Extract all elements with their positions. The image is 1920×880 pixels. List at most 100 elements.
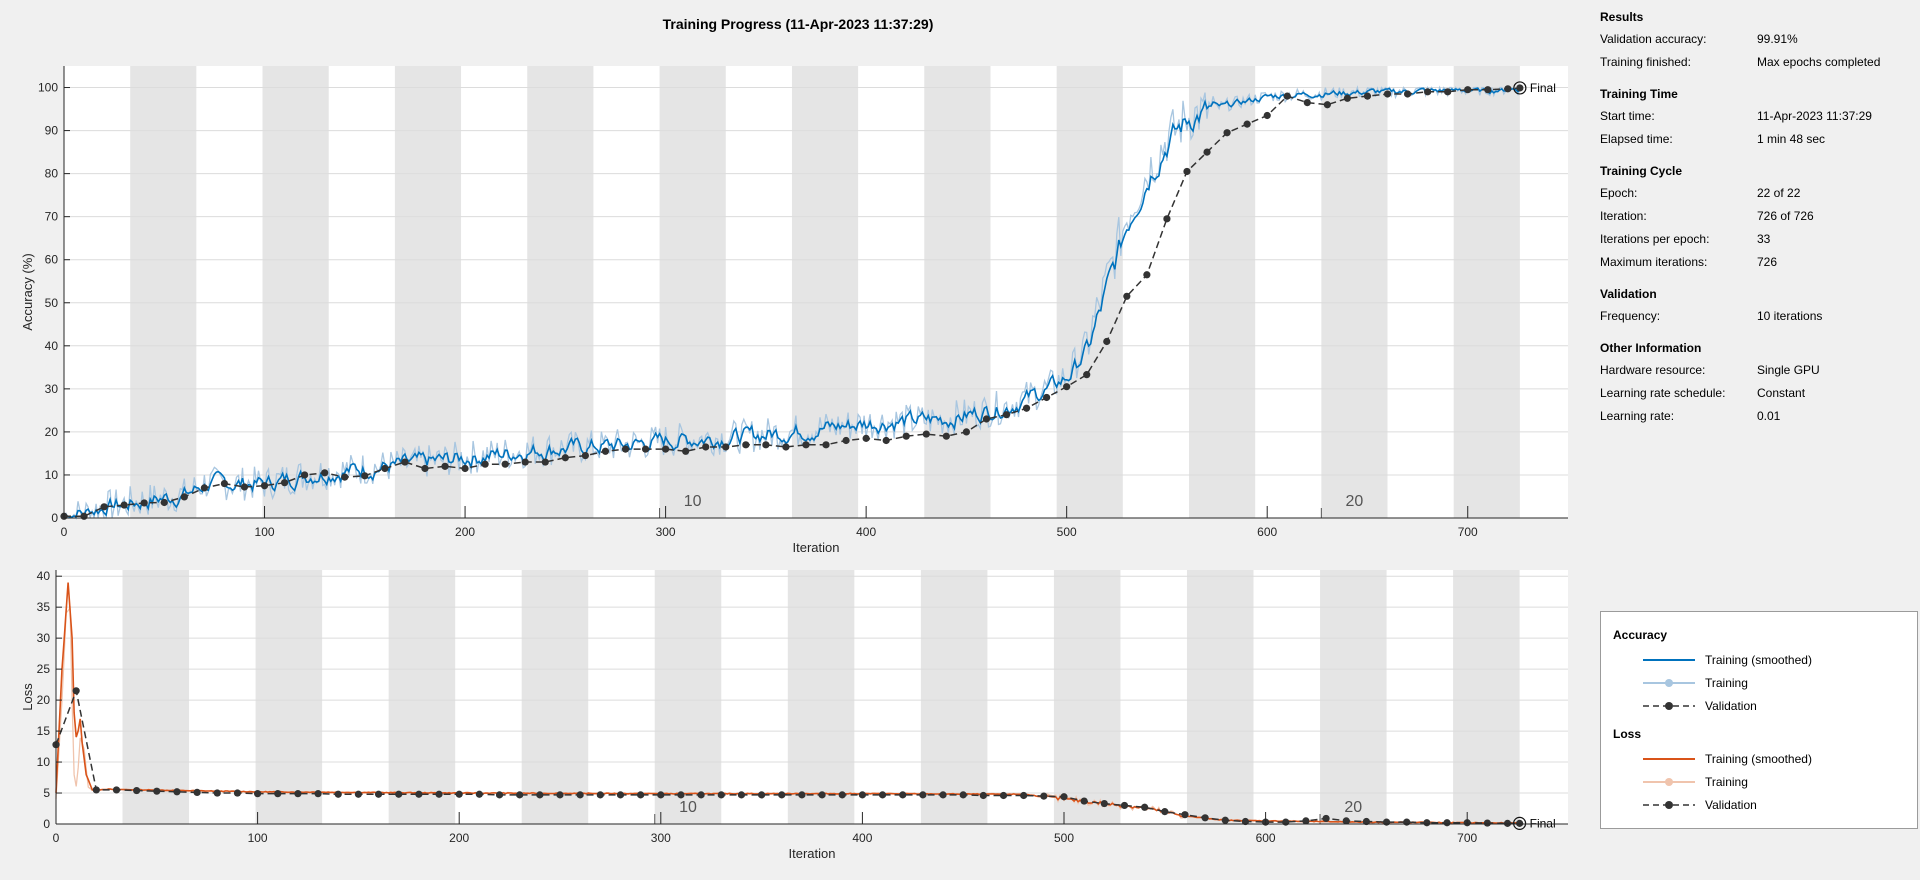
y-tick-label: 0 (51, 511, 58, 525)
epoch-band (924, 66, 991, 518)
info-section: Other Information Hardware resource: Singl… (1600, 341, 1920, 432)
epoch-label: 10 (679, 799, 697, 816)
legend-item-accuracy-smoothed: Training (smoothed) (1613, 648, 1917, 671)
validation-point (1141, 803, 1149, 811)
validation-point (1120, 801, 1129, 810)
validation-point (541, 458, 549, 466)
x-tick-label: 200 (449, 831, 469, 845)
y-tick-label: 50 (45, 296, 59, 310)
y-tick-label: 80 (45, 167, 59, 181)
info-row: Learning rate schedule: Constant (1600, 386, 1920, 409)
validation-point (1484, 86, 1492, 94)
validation-point (556, 791, 564, 799)
legend-item-accuracy-validation: Validation (1613, 694, 1917, 717)
y-tick-label: 40 (37, 569, 51, 583)
final-label: Final (1530, 81, 1556, 95)
epoch-band (787, 570, 855, 824)
final-marker (1513, 816, 1527, 830)
info-value: 726 (1757, 255, 1778, 269)
validation-point (722, 443, 730, 451)
legend-swatch-accuracy-smoothed (1643, 658, 1695, 661)
validation-point (1163, 215, 1171, 223)
epoch-band (262, 66, 329, 518)
validation-point (1103, 337, 1111, 346)
validation-point (959, 791, 967, 799)
epoch-band (527, 66, 594, 518)
validation-point (92, 786, 100, 794)
info-value: Single GPU (1757, 363, 1820, 377)
validation-point (1040, 792, 1048, 800)
x-tick-label: 500 (1057, 525, 1077, 539)
validation-point (153, 787, 161, 795)
validation-point (838, 791, 846, 799)
epoch-band (388, 570, 456, 824)
x-tick-label: 600 (1257, 525, 1277, 539)
validation-point (240, 483, 249, 491)
info-value: Constant (1757, 386, 1806, 400)
info-section-heading: Training Time (1600, 87, 1678, 101)
info-label: Hardware resource: (1600, 363, 1706, 377)
info-row: Elapsed time: 1 min 48 sec (1600, 132, 1920, 155)
validation-point (120, 501, 128, 509)
validation-point (220, 479, 229, 488)
x-tick-label: 700 (1458, 525, 1478, 539)
validation-point (979, 791, 987, 800)
y-tick-label: 5 (43, 786, 50, 800)
y-tick-label: 15 (37, 724, 51, 738)
info-row: Start time: 11-Apr-2023 11:37:29 (1600, 109, 1920, 132)
legend-swatch-loss-smoothed (1643, 757, 1695, 760)
validation-point (521, 458, 529, 466)
x-tick-label: 200 (455, 525, 475, 539)
validation-point (798, 791, 806, 799)
validation-point (401, 458, 409, 466)
validation-point (1203, 148, 1211, 156)
legend-label: Validation (1705, 797, 1757, 812)
legend-accuracy-section: Accuracy Training (smoothed) Training Va… (1601, 612, 1917, 717)
info-section: Validation Frequency: 10 iterations (1600, 287, 1920, 332)
validation-point (702, 443, 710, 451)
epoch-band (1186, 570, 1254, 824)
validation-point (1002, 411, 1011, 419)
validation-point (882, 436, 890, 445)
validation-point (1263, 111, 1271, 120)
validation-point (1443, 819, 1451, 827)
validation-point (999, 791, 1008, 800)
legend-swatch-accuracy-validation (1643, 701, 1695, 710)
validation-point (1424, 88, 1432, 96)
info-value: 10 iterations (1757, 309, 1823, 323)
validation-point (1183, 167, 1191, 176)
epoch-band (130, 66, 197, 518)
x-axis-label: Iteration (789, 846, 836, 861)
legend-swatch-loss-validation (1643, 800, 1695, 809)
validation-point (1043, 393, 1051, 402)
chart-title: Training Progress (11-Apr-2023 11:37:29) (662, 16, 934, 32)
info-section-heading: Validation (1600, 287, 1657, 301)
validation-point (254, 790, 262, 798)
validation-point (193, 788, 201, 797)
info-value: 33 (1757, 232, 1771, 246)
info-label: Frequency: (1600, 309, 1661, 323)
validation-point (576, 791, 584, 799)
validation-point (233, 789, 242, 797)
validation-point (1063, 383, 1071, 391)
validation-point (922, 430, 930, 438)
y-tick-label: 90 (45, 124, 59, 138)
info-row: Maximum iterations: 726 (1600, 255, 1920, 278)
validation-point (133, 786, 141, 795)
validation-point (778, 791, 786, 799)
info-section: Training Time Start time: 11-Apr-2023 11:3… (1600, 87, 1920, 155)
validation-point (435, 790, 443, 798)
validation-point (112, 786, 121, 794)
validation-point (301, 471, 309, 479)
validation-point (1403, 90, 1412, 98)
epoch-band (1320, 570, 1387, 824)
validation-point (1181, 811, 1189, 819)
epoch-band (1053, 570, 1121, 824)
y-tick-label: 60 (45, 253, 59, 267)
validation-point (1080, 797, 1088, 805)
validation-point (939, 791, 947, 799)
x-tick-label: 300 (651, 831, 671, 845)
validation-point (173, 788, 181, 796)
training-accuracy-line (63, 85, 1521, 520)
